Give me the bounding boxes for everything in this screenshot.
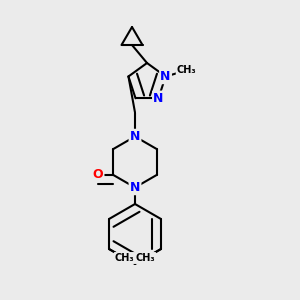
Text: N: N bbox=[153, 92, 164, 105]
Text: N: N bbox=[130, 130, 140, 143]
Text: CH₃: CH₃ bbox=[177, 65, 196, 76]
Text: N: N bbox=[130, 181, 140, 194]
Text: N: N bbox=[160, 70, 171, 83]
Text: CH₃: CH₃ bbox=[136, 253, 155, 263]
Text: O: O bbox=[93, 168, 103, 181]
Text: CH₃: CH₃ bbox=[115, 253, 134, 263]
